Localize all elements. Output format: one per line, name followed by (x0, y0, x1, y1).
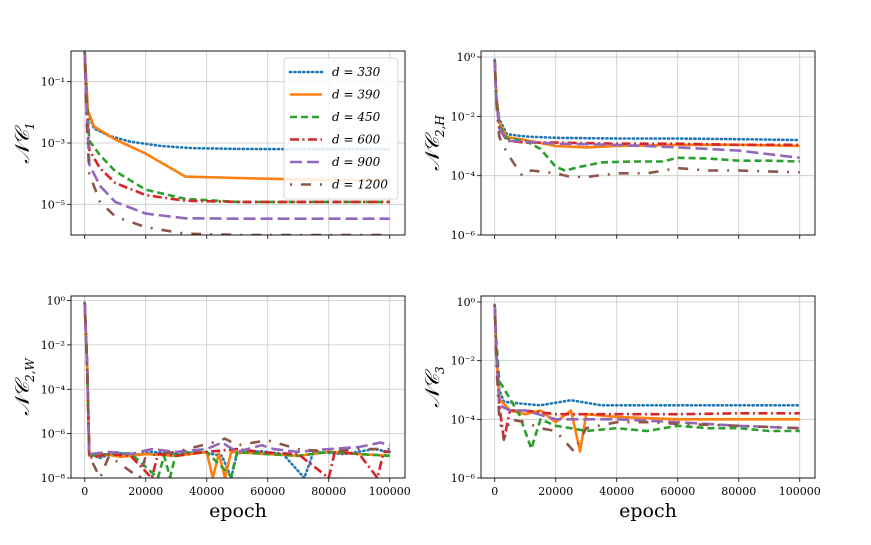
y-tick-label: 10⁻⁶ (451, 472, 476, 485)
series-group (493, 303, 801, 453)
x-tick-label: 40000 (599, 485, 634, 498)
y-axis-label: 𝒩𝒞2,W (10, 357, 37, 416)
series-line-6 (83, 52, 390, 235)
series-line-2 (493, 304, 800, 453)
y-tick-label: 10⁻¹ (41, 76, 65, 89)
x-tick-label: 0 (81, 485, 88, 498)
panel-2: 10⁰ 10⁻² 10⁻⁴ 10⁻⁶ 𝒩𝒞2,H (420, 50, 816, 242)
y-tick-label: 10⁻⁸ (41, 472, 66, 485)
y-axis-label-subscript: 1 (23, 122, 37, 130)
x-tick-label: 80000 (721, 485, 756, 498)
series-group (83, 301, 391, 478)
series-line-4 (493, 59, 800, 147)
y-tick-label: 10⁰ (47, 295, 66, 308)
y-axis-label-subscript: 2,H (433, 115, 447, 138)
legend-label-2: d = 390 (332, 88, 381, 102)
x-tick-label: 0 (491, 485, 498, 498)
x-tick-label: 100000 (369, 485, 411, 498)
y-tick-label: 10⁻⁵ (41, 198, 65, 211)
y-tick-label: 10⁰ (457, 296, 476, 309)
y-axis-label-main: 𝒩𝒞 (420, 369, 444, 408)
x-tick-label: 60000 (250, 485, 285, 498)
x-axis-label: epoch (619, 500, 677, 522)
y-tick-label: 10⁻³ (41, 137, 65, 150)
series-line-5 (83, 302, 391, 456)
series-line-3 (493, 59, 800, 172)
y-axis-label-main: 𝒩𝒞 (10, 125, 34, 164)
axes-frame (480, 50, 816, 236)
y-axis-label-main: 𝒩𝒞 (10, 377, 34, 416)
series-line-5 (493, 304, 800, 430)
y-axis-label-subscript: 2,W (23, 357, 37, 383)
y-tick-label: 10⁻⁶ (451, 229, 476, 242)
series-line-4 (83, 52, 390, 204)
y-axis-label: 𝒩𝒞2,H (420, 115, 447, 171)
panel-3: 0 20000 40000 60000 80000 100000 10⁰ 10⁻² 10⁻⁴ 10… (10, 295, 411, 522)
series-line-6 (493, 304, 800, 453)
y-tick-label: 10⁻⁴ (451, 170, 476, 183)
legend-label-3: d = 450 (332, 110, 381, 124)
y-tick-label: 10⁰ (457, 51, 476, 64)
y-tick-label: 10⁻² (41, 339, 65, 352)
series-line-4 (83, 302, 390, 478)
y-tick-label: 10⁻² (451, 355, 475, 368)
series-group (83, 51, 391, 235)
legend-label-6: d = 1200 (332, 178, 388, 192)
axes-frame (70, 295, 406, 479)
series-line-6 (83, 302, 390, 478)
x-tick-label: 20000 (538, 485, 573, 498)
legend-label-5: d = 900 (332, 155, 381, 169)
legend-label-1: d = 330 (332, 65, 381, 79)
y-axis-label: 𝒩𝒞1 (10, 122, 37, 163)
y-tick-label: 10⁻⁴ (451, 413, 476, 426)
series-line-5 (493, 59, 800, 160)
y-axis-label-main: 𝒩𝒞 (420, 132, 444, 171)
y-axis-label: 𝒩𝒞3 (420, 366, 447, 408)
legend: d = 330 d = 390 d = 450 d = 600 d = 900 d = 1… (283, 57, 399, 200)
x-tick-label: 20000 (128, 485, 163, 498)
legend-label-4: d = 600 (332, 133, 381, 147)
x-tick-label: 40000 (189, 485, 224, 498)
x-axis-label: epoch (209, 500, 267, 522)
x-tick-label: 60000 (660, 485, 695, 498)
y-tick-label: 10⁻⁶ (41, 428, 66, 441)
panel-4: 0 20000 40000 60000 80000 100000 10⁰ 10⁻² 10⁻⁴ 10… (420, 295, 821, 522)
series-group (493, 58, 801, 179)
y-axis-label-subscript: 3 (433, 366, 447, 374)
series-line-3 (493, 304, 800, 450)
axes-frame (480, 295, 816, 479)
x-tick-label: 100000 (779, 485, 821, 498)
y-tick-label: 10⁻⁴ (41, 383, 66, 396)
y-tick-label: 10⁻² (451, 110, 475, 123)
x-tick-label: 80000 (311, 485, 346, 498)
series-line-1 (83, 301, 391, 478)
